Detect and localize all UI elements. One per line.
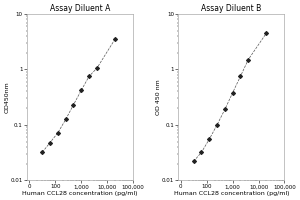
Title: Assay Diluent A: Assay Diluent A (50, 4, 110, 13)
Point (40, 151, 45, 154)
Point (238, 75, 243, 78)
Point (112, 38, 117, 41)
Point (264, 32, 269, 35)
Point (207, 138, 212, 141)
Point (94, 67, 99, 70)
Point (191, 160, 196, 163)
Point (56, 131, 60, 134)
X-axis label: Human CCL28 concentration (pg/ml): Human CCL28 concentration (pg/ml) (22, 191, 138, 196)
Point (199, 151, 204, 154)
Point (230, 91, 235, 94)
Point (87, 75, 92, 78)
Point (79, 89, 84, 92)
Point (71, 103, 76, 106)
Point (246, 58, 251, 61)
Point (63, 118, 68, 121)
Y-axis label: OD450nm: OD450nm (4, 81, 9, 113)
Title: Assay Diluent B: Assay Diluent B (201, 4, 262, 13)
Point (215, 123, 220, 126)
X-axis label: Human CCL28 concentration (pg/ml): Human CCL28 concentration (pg/ml) (174, 191, 289, 196)
Point (223, 108, 227, 111)
Y-axis label: OD 450 nm: OD 450 nm (156, 79, 161, 115)
Point (48, 141, 52, 144)
